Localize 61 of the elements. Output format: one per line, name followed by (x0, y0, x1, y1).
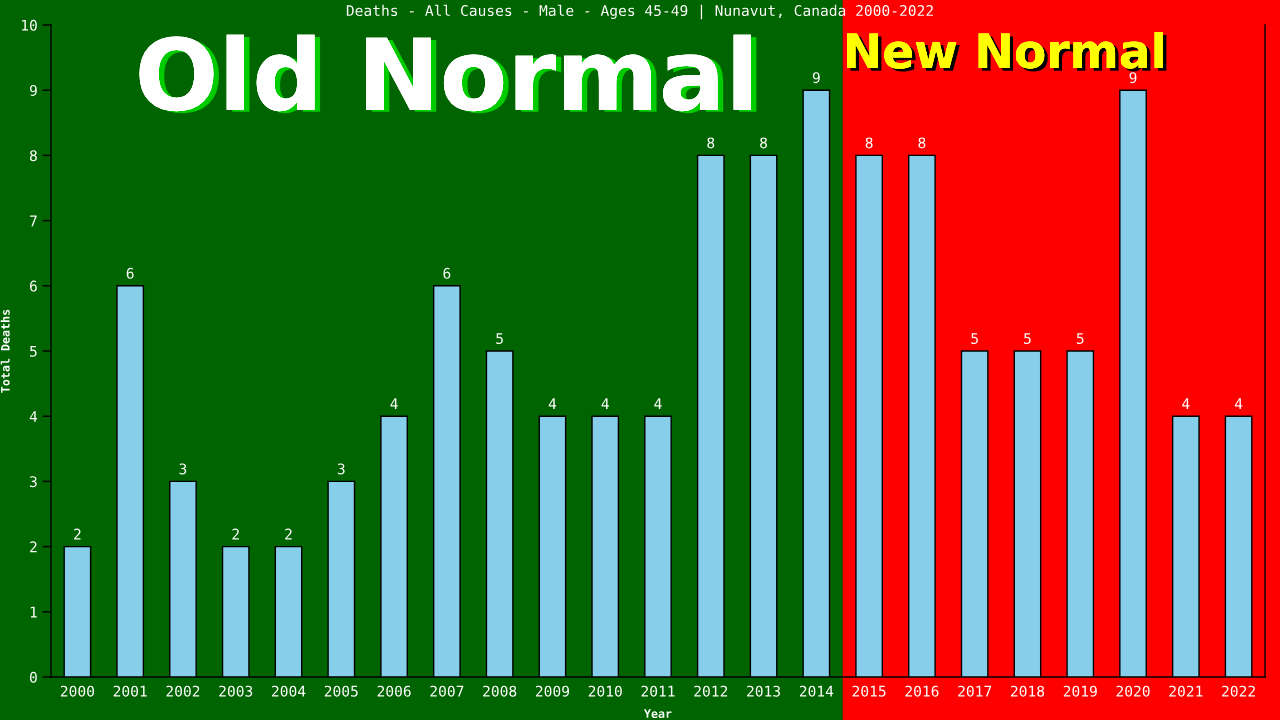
y-tick-label: 8 (29, 150, 37, 162)
y-tick-label: 9 (29, 84, 37, 96)
x-tick-label: 2003 (219, 685, 253, 697)
y-tick-label: 10 (22, 19, 37, 31)
x-tick-label: 2016 (905, 685, 939, 697)
x-tick-label: 2021 (1169, 685, 1203, 697)
x-tick-label: 2015 (852, 685, 886, 697)
data-label: 4 (654, 398, 662, 409)
x-tick-label: 2001 (113, 685, 147, 697)
data-label: 8 (865, 137, 873, 149)
data-label: 8 (760, 137, 768, 149)
x-axis-title: Year (644, 709, 672, 719)
x-tick-label: 2005 (324, 685, 358, 697)
data-label: 5 (1076, 333, 1084, 345)
data-label: 6 (126, 267, 134, 279)
x-tick-label: 2012 (694, 685, 728, 697)
y-tick-label: 2 (30, 541, 37, 553)
data-label: 5 (496, 333, 503, 345)
x-tick-label: 2014 (799, 685, 834, 697)
data-label: 8 (707, 137, 715, 149)
data-label: 4 (1234, 398, 1243, 409)
data-label: 4 (390, 398, 398, 409)
data-label: 4 (1182, 398, 1190, 409)
x-tick-label: 2007 (430, 685, 464, 697)
data-label: 2 (285, 528, 292, 540)
data-label: 2 (74, 528, 81, 540)
y-tick-label: 4 (29, 411, 38, 422)
x-tick-label: 2009 (535, 685, 570, 697)
y-tick-label: 6 (29, 280, 37, 292)
x-tick-label: 2010 (588, 685, 622, 697)
x-tick-label: 2022 (1222, 685, 1255, 697)
data-label: 4 (548, 398, 557, 409)
y-tick-label: 1 (30, 606, 37, 618)
y-axis-title: Total Deaths (0, 309, 10, 393)
data-label: 3 (337, 463, 345, 475)
y-tick-label: 3 (30, 476, 37, 488)
x-tick-label: 2006 (377, 685, 411, 697)
x-tick-label: 2019 (1063, 685, 1097, 697)
x-tick-label: 2017 (958, 685, 992, 697)
data-label: 5 (971, 333, 978, 345)
data-label: 2 (232, 528, 239, 540)
data-label: 3 (179, 463, 187, 475)
x-tick-label: 2002 (166, 685, 200, 697)
y-tick-label: 7 (30, 215, 37, 227)
x-tick-label: 2011 (641, 685, 675, 697)
x-tick-label: 2008 (483, 685, 517, 697)
band-label: New Normal (847, 32, 1167, 72)
x-tick-label: 2020 (1116, 685, 1150, 697)
y-tick-label: 0 (29, 671, 37, 683)
x-tick-label: 2000 (60, 685, 95, 697)
data-label: 9 (812, 72, 820, 84)
x-tick-label: 2004 (272, 685, 306, 697)
x-tick-label: 2018 (1011, 685, 1045, 697)
data-label: 9 (1129, 72, 1137, 84)
band-label: Old Normal (139, 34, 757, 114)
data-label: 5 (1024, 333, 1031, 345)
data-label: 4 (601, 398, 609, 409)
data-label: 6 (443, 267, 451, 279)
y-tick-label: 5 (30, 345, 37, 357)
data-label: 8 (918, 137, 926, 149)
x-tick-label: 2013 (747, 685, 781, 697)
